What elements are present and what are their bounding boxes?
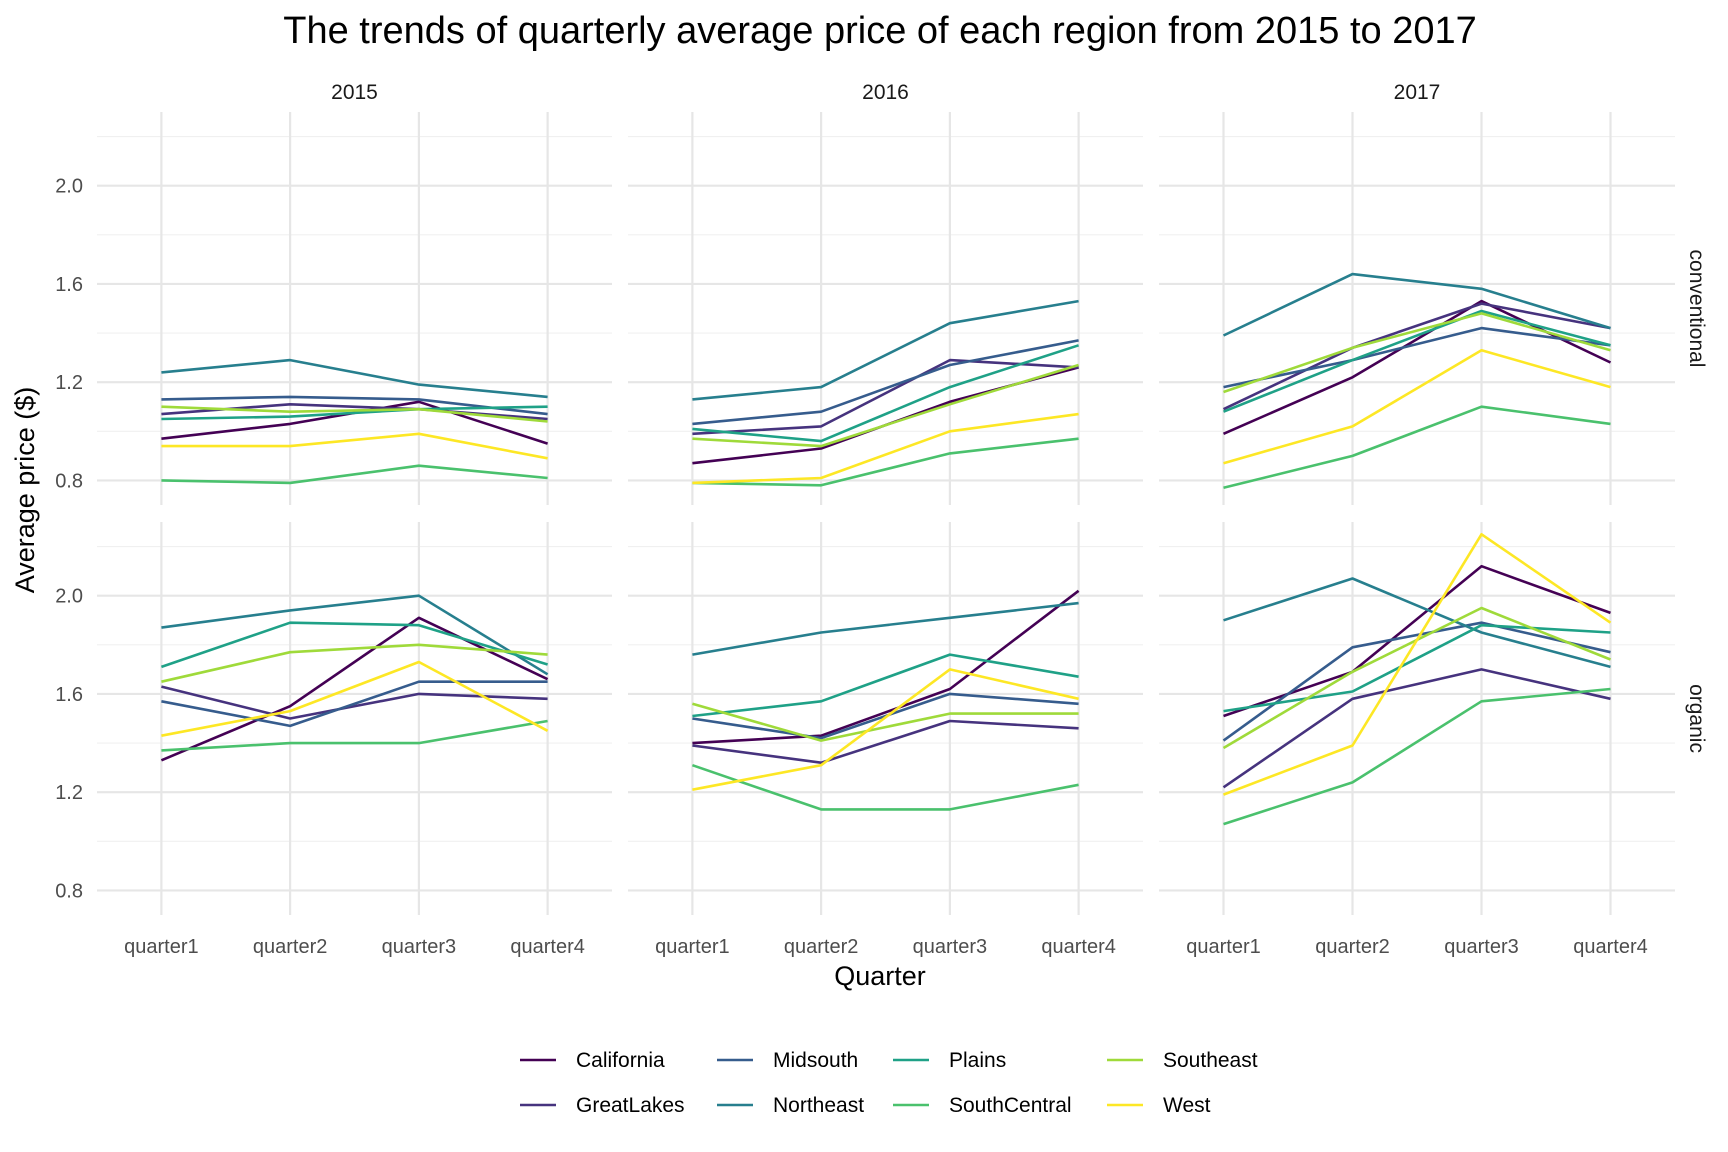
y-tick-label: 0.8 [55,880,83,902]
legend-item-southeast: Southeast [1107,1049,1258,1072]
series-line-greatlakes-2017-conventional [1222,302,1611,411]
series-line-california-2016-organic [692,589,1080,745]
series-line-plains-2016-conventional [692,344,1080,443]
y-tick-label: 1.2 [55,782,83,804]
series-line-west-2016-conventional [692,412,1079,485]
series-line-southeast-2016-organic [692,702,1079,742]
legend-item-plains: Plains [893,1049,1006,1072]
series-line-west-2015-organic [161,660,549,737]
x-tick-label: quarter1 [124,936,199,958]
chart-title: The trends of quarterly average price of… [283,10,1477,52]
legend-item-midsouth: Midsouth [717,1049,858,1072]
x-tick-label: quarter3 [913,936,988,958]
x-tick-label: quarter2 [784,936,859,958]
legend-label: Northeast [773,1094,864,1117]
series-line-west-2015-conventional [161,432,548,460]
series-line-southcentral-2016-organic [691,763,1079,811]
series-line-northeast-2015-organic [161,594,549,676]
series-line-midsouth-2017-conventional [1223,326,1611,389]
y-tick-label: 2.0 [55,176,83,198]
series-line-northeast-2016-organic [692,601,1079,656]
series-line-west-2017-organic [1223,532,1612,796]
series-line-greatlakes-2016-organic [692,719,1079,765]
legend-item-greatlakes: GreatLakes [520,1094,685,1117]
series-line-plains-2016-organic [692,653,1079,718]
x-tick-label: quarter1 [655,936,730,958]
x-tick-label: quarter1 [1186,936,1261,958]
series-line-southeast-2017-conventional [1223,312,1611,394]
panels: 2015 2016 2017 conventional organic 0.8 1.2 1.6… [55,81,1708,958]
series-line-california-2017-conventional [1222,299,1612,435]
strip-label-2015: 2015 [331,81,378,104]
series-line-plains-2017-conventional [1223,309,1611,413]
series-line-southcentral-2015-organic [161,719,548,752]
strip-label-conventional: conventional [1685,250,1708,368]
panel-2016-organic [628,522,1143,915]
y-tick-label: 1.2 [55,372,83,394]
y-tick-label: 1.6 [55,274,83,296]
series-line-northeast-2017-organic [1223,577,1611,669]
series-line-plains-2015-conventional [161,405,548,421]
x-tick-label: quarter3 [1444,936,1519,958]
legend-label: West [1163,1094,1211,1117]
series-line-plains-2015-organic [160,621,548,669]
panel-2015-conventional [97,112,612,505]
series-line-midsouth-2015-organic [161,680,548,728]
series-line-greatlakes-2017-organic [1222,668,1611,789]
x-tick-label: quarter4 [1573,936,1648,958]
legend-item-california: California [520,1049,665,1072]
panel-2017-conventional [1159,112,1675,505]
series-line-southeast-2015-organic [161,643,548,683]
x-tick-label: quarter4 [510,936,585,958]
strip-label-organic: organic [1685,684,1708,753]
series-line-greatlakes-2016-conventional [692,358,1079,436]
series-line-west-2016-organic [692,668,1079,791]
panel-2017-organic [1159,522,1675,915]
series-line-plains-2017-organic [1223,623,1611,713]
series-line-southeast-2016-conventional [692,363,1079,448]
legend-item-west: West [1107,1094,1211,1117]
y-tick-label: 1.6 [55,684,83,706]
legend-label: GreatLakes [576,1094,685,1117]
legend-item-northeast: Northeast [717,1094,864,1117]
strip-label-2017: 2017 [1394,81,1441,104]
panel-2016-conventional [628,112,1143,505]
series-line-southcentral-2016-conventional [692,437,1079,487]
series-line-southeast-2015-conventional [161,405,548,423]
x-tick-label: quarter2 [1315,936,1390,958]
series-line-northeast-2016-conventional [692,299,1079,401]
series-line-midsouth-2016-conventional [692,339,1079,426]
y-tick-label: 0.8 [55,470,83,492]
legend-label: Southeast [1163,1049,1258,1072]
legend-label: SouthCentral [949,1094,1072,1117]
legend-label: Plains [949,1049,1006,1072]
strip-label-2016: 2016 [862,81,909,104]
x-tick-label: quarter2 [253,936,328,958]
x-tick-label: quarter4 [1041,936,1116,958]
legend-label: California [576,1049,665,1072]
x-axis-title: Quarter [834,961,926,991]
legend-label: Midsouth [773,1049,858,1072]
series-line-west-2017-conventional [1223,348,1611,465]
series-line-northeast-2017-conventional [1222,272,1611,337]
y-axis-title: Average price ($) [10,387,40,594]
series-line-southcentral-2017-conventional [1223,405,1611,490]
legend-item-southcentral: SouthCentral [893,1094,1072,1117]
series-line-northeast-2015-conventional [161,358,548,399]
legend: California GreatLakes Midsouth Northeast Pla… [520,1049,1258,1117]
series-line-southcentral-2017-organic [1223,687,1611,826]
series-line-southcentral-2015-conventional [161,464,548,485]
series-line-midsouth-2017-organic [1222,621,1611,742]
panel-2015-organic [97,522,612,915]
x-tick-label: quarter3 [382,936,457,958]
y-tick-label: 2.0 [55,586,83,608]
